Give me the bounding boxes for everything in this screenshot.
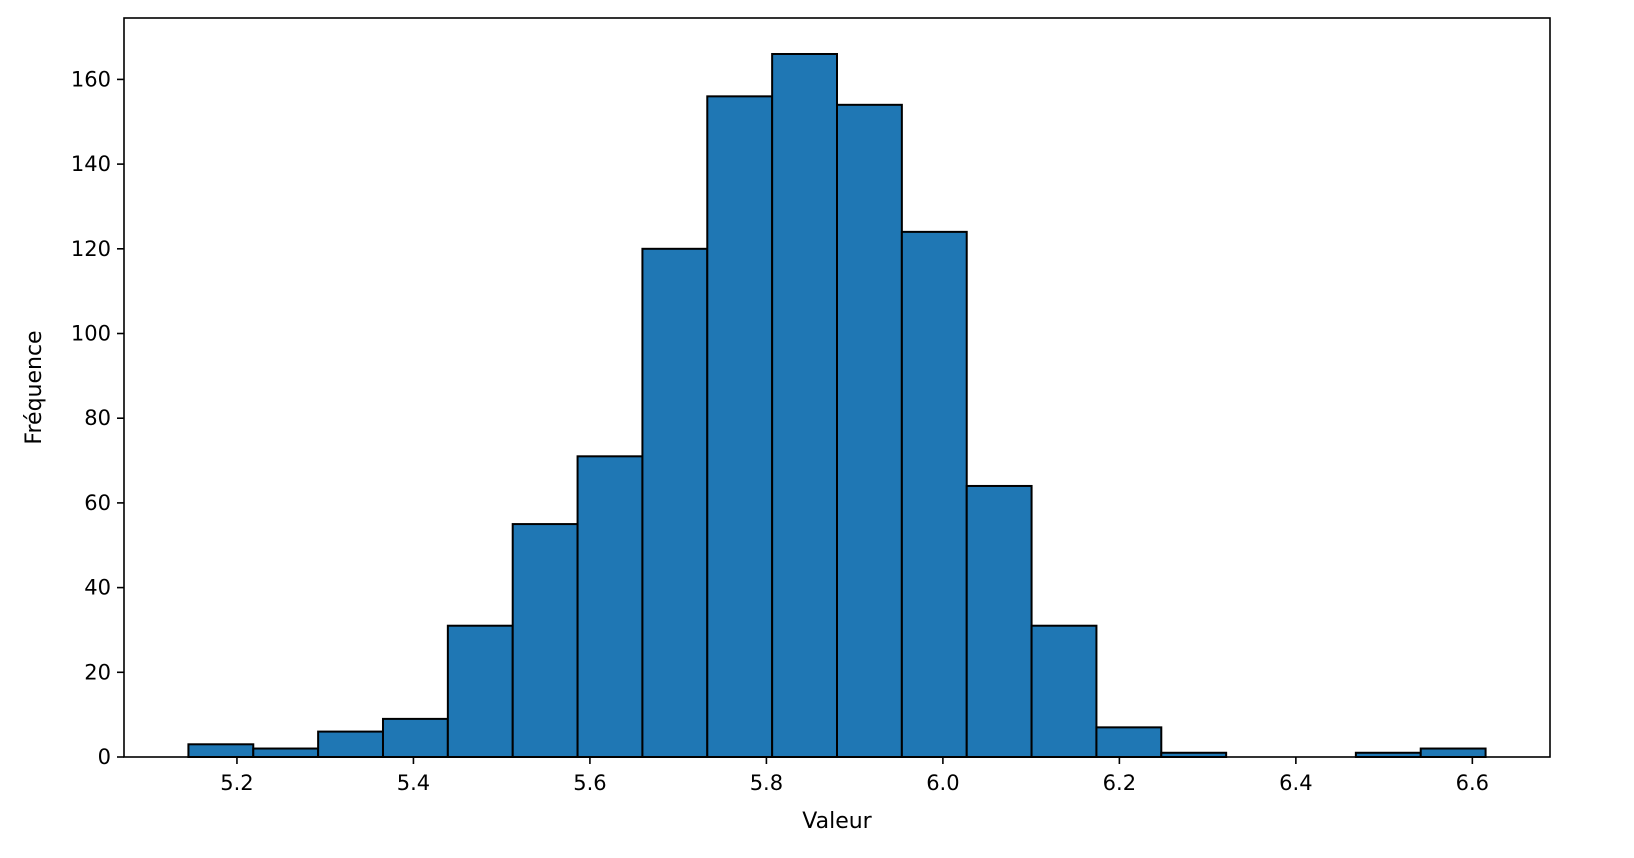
histogram-bar — [252, 747, 320, 759]
x-tick-label: 5.6 — [573, 771, 606, 795]
y-tick-label: 100 — [71, 322, 111, 346]
y-tick-label: 140 — [71, 152, 111, 176]
x-axis-label: Valeur — [802, 809, 872, 834]
histogram-bar — [317, 730, 384, 759]
bars-group — [187, 52, 1487, 759]
y-tick-label: 60 — [84, 491, 111, 515]
histogram-bar — [576, 455, 644, 758]
histogram-bar — [836, 103, 903, 759]
x-axis: 5.2 5.4 5.6 5.8 6.0 6.2 6.4 6.6 — [220, 757, 1489, 795]
x-tick-label: 5.2 — [220, 771, 253, 795]
x-tick-label: 6.6 — [1456, 771, 1489, 795]
histogram-bar — [900, 230, 968, 758]
y-tick-label: 40 — [84, 576, 111, 600]
histogram-bar — [511, 523, 579, 759]
histogram-bar — [641, 247, 709, 759]
histogram-bar — [965, 484, 1033, 758]
x-tick-label: 6.0 — [926, 771, 959, 795]
histogram-bar — [381, 717, 449, 758]
x-tick-label: 6.4 — [1279, 771, 1312, 795]
y-tick-label: 120 — [71, 237, 111, 261]
histogram-bar — [1419, 747, 1487, 759]
plot-frame — [123, 17, 1551, 758]
x-tick-label: 6.2 — [1103, 771, 1136, 795]
y-tick-label: 0 — [98, 745, 111, 769]
y-tick-label: 160 — [71, 67, 111, 91]
histogram-bar — [706, 95, 774, 759]
histogram-bar — [771, 52, 839, 759]
histogram-bar — [446, 624, 514, 758]
y-tick-label: 20 — [84, 660, 111, 684]
y-tick-label: 80 — [84, 406, 111, 430]
histogram-bar — [1030, 624, 1098, 758]
x-tick-label: 5.8 — [750, 771, 783, 795]
x-tick-label: 5.4 — [397, 771, 430, 795]
y-axis: 0 20 40 60 80 100 120 140 160 — [71, 67, 124, 769]
histogram-bar — [187, 743, 255, 758]
y-axis-label: Fréquence — [22, 330, 47, 444]
histogram-bar — [1095, 726, 1163, 758]
